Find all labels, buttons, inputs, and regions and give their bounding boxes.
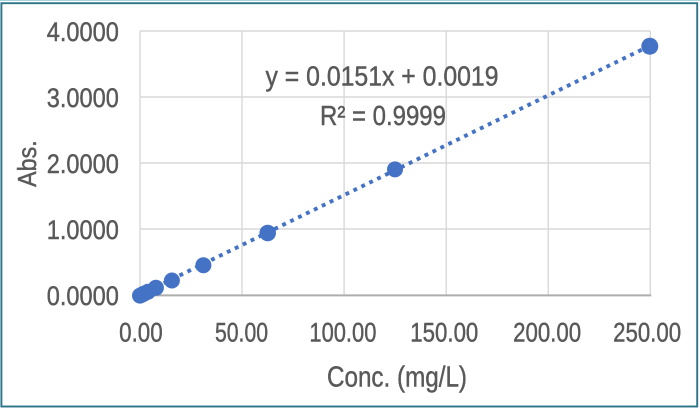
svg-text:50.00: 50.00: [215, 318, 268, 348]
svg-text:200.00: 200.00: [513, 318, 581, 348]
svg-text:0.00: 0.00: [119, 318, 163, 348]
svg-text:100.00: 100.00: [309, 318, 376, 348]
svg-text:R² = 0.9999: R² = 0.9999: [320, 100, 446, 131]
svg-text:Conc. (mg/L): Conc. (mg/L): [327, 362, 467, 394]
svg-text:y = 0.0151x + 0.0019: y = 0.0151x + 0.0019: [266, 61, 499, 92]
svg-text:4.0000: 4.0000: [47, 17, 119, 47]
svg-text:2.0000: 2.0000: [47, 149, 119, 179]
svg-text:Abs.: Abs.: [12, 140, 42, 187]
svg-text:250.00: 250.00: [613, 318, 681, 348]
svg-text:0.0000: 0.0000: [47, 281, 119, 311]
svg-text:3.0000: 3.0000: [47, 83, 119, 113]
svg-text:150.00: 150.00: [410, 318, 478, 348]
svg-text:1.0000: 1.0000: [47, 215, 119, 245]
